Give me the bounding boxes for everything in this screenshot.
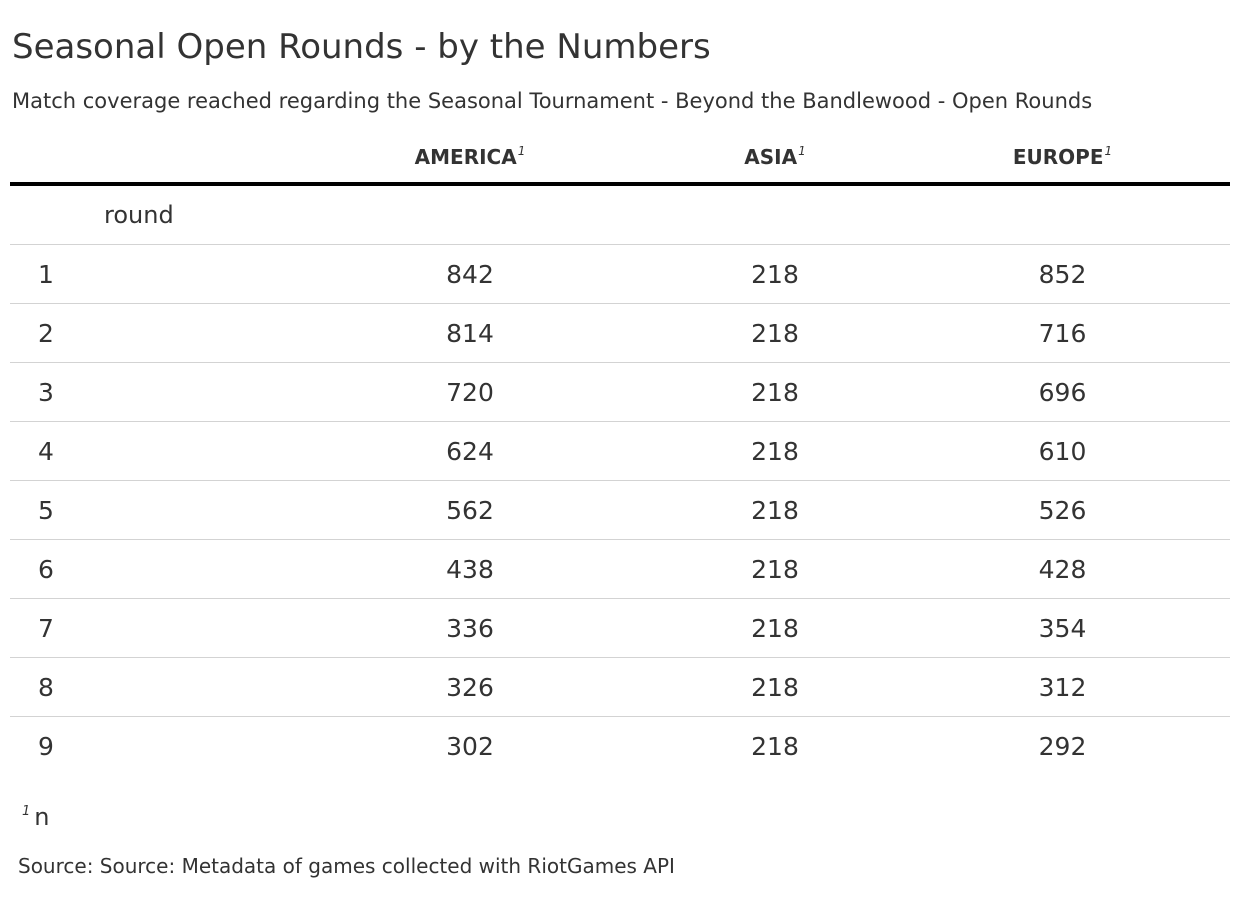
column-header-label: EUROPE <box>1012 144 1104 169</box>
asia-cell: 218 <box>655 480 895 540</box>
column-header-europe: EUROPE1 <box>895 130 1230 186</box>
table-row: 9 302 218 292 <box>10 717 1230 776</box>
europe-cell: 526 <box>895 480 1230 540</box>
round-cell: 5 <box>10 480 285 540</box>
column-header-america: AMERICA1 <box>285 130 655 186</box>
america-cell: 624 <box>285 421 655 481</box>
group-row: round <box>10 184 1230 245</box>
table-row: 3 720 218 696 <box>10 362 1230 422</box>
asia-cell: 218 <box>655 598 895 658</box>
europe-cell: 292 <box>1038 731 1087 761</box>
america-cell: 326 <box>285 657 655 717</box>
table-title: Seasonal Open Rounds - by the Numbers <box>12 27 711 67</box>
europe-cell: 852 <box>895 244 1230 304</box>
column-header-asia: ASIA1 <box>655 130 895 186</box>
table-row: 1 842 218 852 <box>10 244 1230 304</box>
footnote-mark: 1 <box>798 143 806 158</box>
round-cell: 6 <box>10 539 285 599</box>
america-cell: 562 <box>285 480 655 540</box>
round-cell: 4 <box>10 421 285 481</box>
asia-cell: 218 <box>751 731 799 761</box>
asia-cell: 218 <box>655 244 895 304</box>
source-note: Source: Source: Metadata of games collec… <box>18 854 675 878</box>
round-cell: 2 <box>10 303 285 363</box>
stub-header <box>10 130 285 186</box>
asia-cell: 218 <box>655 421 895 481</box>
asia-cell: 218 <box>655 657 895 717</box>
footnote-text: n <box>34 803 50 831</box>
table-subtitle: Match coverage reached regarding the Sea… <box>12 89 1093 113</box>
europe-cell: 716 <box>895 303 1230 363</box>
group-label: round <box>10 184 1230 245</box>
footnote-mark: 1 <box>1104 143 1113 158</box>
asia-cell: 218 <box>655 539 895 599</box>
data-table: AMERICA1 ASIA1 EUROPE1 round 1 842 218 852 2… <box>10 130 1230 775</box>
header-row: AMERICA1 ASIA1 EUROPE1 <box>10 130 1230 186</box>
asia-cell: 218 <box>655 303 895 363</box>
europe-cell: 610 <box>895 421 1230 481</box>
column-header-label: AMERICA <box>414 144 517 169</box>
round-cell: 7 <box>10 598 285 658</box>
table-row: 6 438 218 428 <box>10 539 1230 599</box>
europe-cell: 354 <box>895 598 1230 658</box>
america-cell: 720 <box>285 362 655 422</box>
footnote-mark: 1 <box>22 804 31 819</box>
table-row: 2 814 218 716 <box>10 303 1230 363</box>
round-cell: 9 <box>38 731 54 761</box>
asia-cell: 218 <box>655 362 895 422</box>
round-cell: 3 <box>10 362 285 422</box>
table-row: 4 624 218 610 <box>10 421 1230 481</box>
table-row: 7 336 218 354 <box>10 598 1230 658</box>
footnote-mark: 1 <box>517 143 526 158</box>
column-header-label: ASIA <box>744 144 798 169</box>
europe-cell: 428 <box>895 539 1230 599</box>
table-row: 8 326 218 312 <box>10 657 1230 717</box>
america-cell: 438 <box>285 539 655 599</box>
america-cell: 842 <box>285 244 655 304</box>
round-cell: 1 <box>10 244 285 304</box>
america-cell: 302 <box>446 731 494 761</box>
america-cell: 336 <box>285 598 655 658</box>
europe-cell: 696 <box>895 362 1230 422</box>
table-row: 5 562 218 526 <box>10 480 1230 540</box>
round-cell: 8 <box>10 657 285 717</box>
europe-cell: 312 <box>895 657 1230 717</box>
america-cell: 814 <box>285 303 655 363</box>
